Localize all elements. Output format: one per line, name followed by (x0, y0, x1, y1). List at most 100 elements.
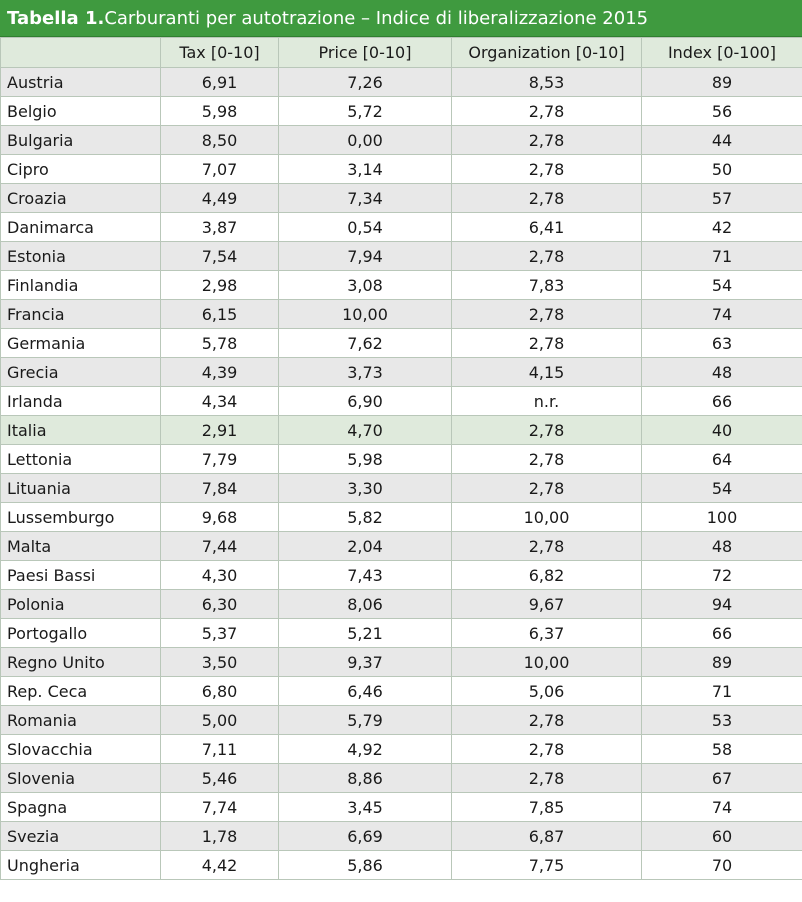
cell-index: 94 (641, 589, 802, 619)
table-row: Malta 7,44 2,04 2,78 48 (0, 531, 802, 561)
cell-organization: 6,82 (451, 560, 642, 590)
table-row: Finlandia 2,98 3,08 7,83 54 (0, 270, 802, 300)
cell-organization: 2,78 (451, 241, 642, 271)
cell-price: 6,46 (278, 676, 452, 706)
cell-price: 5,72 (278, 96, 452, 126)
cell-organization: 7,75 (451, 850, 642, 880)
cell-index: 64 (641, 444, 802, 474)
cell-tax: 8,50 (160, 125, 279, 155)
table-row: Regno Unito 3,50 9,37 10,00 89 (0, 647, 802, 677)
cell-tax: 4,34 (160, 386, 279, 416)
cell-tax: 6,15 (160, 299, 279, 329)
cell-price: 8,06 (278, 589, 452, 619)
cell-organization: 2,78 (451, 154, 642, 184)
cell-organization: 2,78 (451, 328, 642, 358)
cell-country: Spagna (0, 792, 161, 822)
table-row: Belgio 5,98 5,72 2,78 56 (0, 96, 802, 126)
cell-tax: 5,78 (160, 328, 279, 358)
cell-price: 4,92 (278, 734, 452, 764)
cell-country: Slovacchia (0, 734, 161, 764)
table-row: Bulgaria 8,50 0,00 2,78 44 (0, 125, 802, 155)
cell-organization: 2,78 (451, 96, 642, 126)
cell-organization: 2,78 (451, 473, 642, 503)
cell-tax: 7,54 (160, 241, 279, 271)
cell-price: 3,08 (278, 270, 452, 300)
cell-organization: 7,85 (451, 792, 642, 822)
cell-price: 7,43 (278, 560, 452, 590)
header-organization: Organization [0-10] (451, 37, 642, 68)
table-row: Romania 5,00 5,79 2,78 53 (0, 705, 802, 735)
cell-organization: 2,78 (451, 734, 642, 764)
cell-country: Croazia (0, 183, 161, 213)
cell-index: 89 (641, 67, 802, 97)
liberalization-table: Tax [0-10] Price [0-10] Organization [0-… (0, 37, 802, 880)
table-row: Slovacchia 7,11 4,92 2,78 58 (0, 734, 802, 764)
cell-tax: 5,00 (160, 705, 279, 735)
cell-price: 5,82 (278, 502, 452, 532)
cell-index: 63 (641, 328, 802, 358)
table-row: Croazia 4,49 7,34 2,78 57 (0, 183, 802, 213)
cell-tax: 3,50 (160, 647, 279, 677)
table-row: Slovenia 5,46 8,86 2,78 67 (0, 763, 802, 793)
table-title: Tabella 1. Carburanti per autotrazione –… (0, 0, 802, 37)
cell-tax: 7,11 (160, 734, 279, 764)
cell-organization: 8,53 (451, 67, 642, 97)
cell-tax: 2,98 (160, 270, 279, 300)
cell-organization: 5,06 (451, 676, 642, 706)
cell-price: 2,04 (278, 531, 452, 561)
header-country (0, 37, 161, 68)
cell-tax: 5,98 (160, 96, 279, 126)
cell-price: 3,45 (278, 792, 452, 822)
cell-organization: 9,67 (451, 589, 642, 619)
cell-organization: 4,15 (451, 357, 642, 387)
cell-index: 54 (641, 270, 802, 300)
cell-index: 44 (641, 125, 802, 155)
cell-price: 10,00 (278, 299, 452, 329)
cell-country: Regno Unito (0, 647, 161, 677)
table-row: Irlanda 4,34 6,90 n.r. 66 (0, 386, 802, 416)
cell-tax: 7,79 (160, 444, 279, 474)
cell-organization: 2,78 (451, 415, 642, 445)
cell-index: 48 (641, 531, 802, 561)
table-row: Francia 6,15 10,00 2,78 74 (0, 299, 802, 329)
cell-price: 3,14 (278, 154, 452, 184)
cell-tax: 3,87 (160, 212, 279, 242)
cell-country: Portogallo (0, 618, 161, 648)
table-row: Grecia 4,39 3,73 4,15 48 (0, 357, 802, 387)
cell-country: Paesi Bassi (0, 560, 161, 590)
cell-country: Estonia (0, 241, 161, 271)
cell-tax: 4,39 (160, 357, 279, 387)
cell-country: Malta (0, 531, 161, 561)
cell-index: 71 (641, 241, 802, 271)
cell-organization: 2,78 (451, 183, 642, 213)
table-body: Austria 6,91 7,26 8,53 89 Belgio 5,98 5,72 2,78 5… (0, 67, 802, 880)
cell-tax: 9,68 (160, 502, 279, 532)
table-row: Rep. Ceca 6,80 6,46 5,06 71 (0, 676, 802, 706)
table-row: Austria 6,91 7,26 8,53 89 (0, 67, 802, 97)
cell-price: 5,86 (278, 850, 452, 880)
cell-country: Austria (0, 67, 161, 97)
cell-index: 48 (641, 357, 802, 387)
cell-price: 5,79 (278, 705, 452, 735)
table-row: Italia 2,91 4,70 2,78 40 (0, 415, 802, 445)
cell-country: Romania (0, 705, 161, 735)
cell-index: 40 (641, 415, 802, 445)
table-row: Portogallo 5,37 5,21 6,37 66 (0, 618, 802, 648)
table-row: Paesi Bassi 4,30 7,43 6,82 72 (0, 560, 802, 590)
cell-country: Ungheria (0, 850, 161, 880)
cell-price: 9,37 (278, 647, 452, 677)
cell-index: 70 (641, 850, 802, 880)
cell-price: 6,90 (278, 386, 452, 416)
table-row: Lettonia 7,79 5,98 2,78 64 (0, 444, 802, 474)
cell-index: 50 (641, 154, 802, 184)
cell-index: 66 (641, 386, 802, 416)
cell-country: Lituania (0, 473, 161, 503)
cell-tax: 4,42 (160, 850, 279, 880)
cell-price: 0,00 (278, 125, 452, 155)
cell-index: 58 (641, 734, 802, 764)
cell-tax: 4,30 (160, 560, 279, 590)
cell-organization: 7,83 (451, 270, 642, 300)
cell-country: Svezia (0, 821, 161, 851)
cell-country: Danimarca (0, 212, 161, 242)
cell-index: 60 (641, 821, 802, 851)
